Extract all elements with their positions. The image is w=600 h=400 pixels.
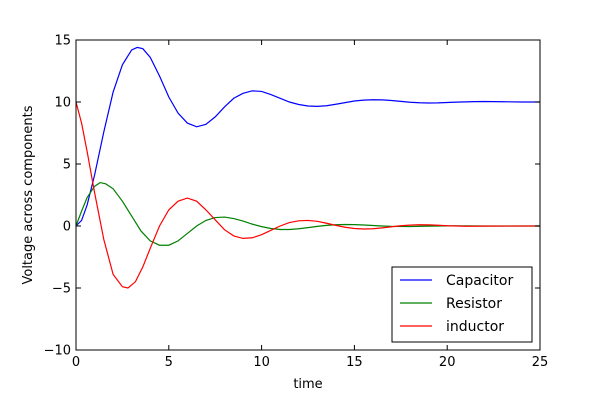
y-axis-label: Voltage across components [21, 105, 36, 284]
x-tick-label: 5 [165, 355, 173, 370]
y-tick-label: −5 [52, 282, 71, 297]
y-tick-label: 15 [54, 34, 71, 49]
x-tick-label: 0 [72, 355, 80, 370]
x-tick-label: 10 [253, 355, 270, 370]
series-line-capacitor [75, 46, 540, 227]
y-tick-label: 10 [54, 96, 71, 111]
series-line-inductor [75, 101, 541, 289]
legend-label-inductor: inductor [446, 319, 504, 335]
y-tick-label: 0 [63, 220, 71, 235]
x-tick-label: 25 [532, 355, 549, 370]
x-tick-label: 20 [439, 355, 456, 370]
legend: Capacitor Resistor inductor [391, 266, 533, 343]
x-tick-label: 15 [346, 355, 363, 370]
legend-label-capacitor: Capacitor [446, 273, 513, 289]
x-axis-label: time [293, 377, 322, 392]
plot-frame [75, 39, 541, 351]
legend-label-resistor: Resistor [446, 296, 502, 312]
y-tick-label: −10 [44, 344, 71, 359]
ticks: 0 5 10 15 20 25 −10 −5 0 5 10 15 [44, 34, 549, 371]
series-line-resistor [75, 181, 540, 246]
plot-lines [75, 46, 541, 289]
y-tick-label: 5 [63, 158, 71, 173]
